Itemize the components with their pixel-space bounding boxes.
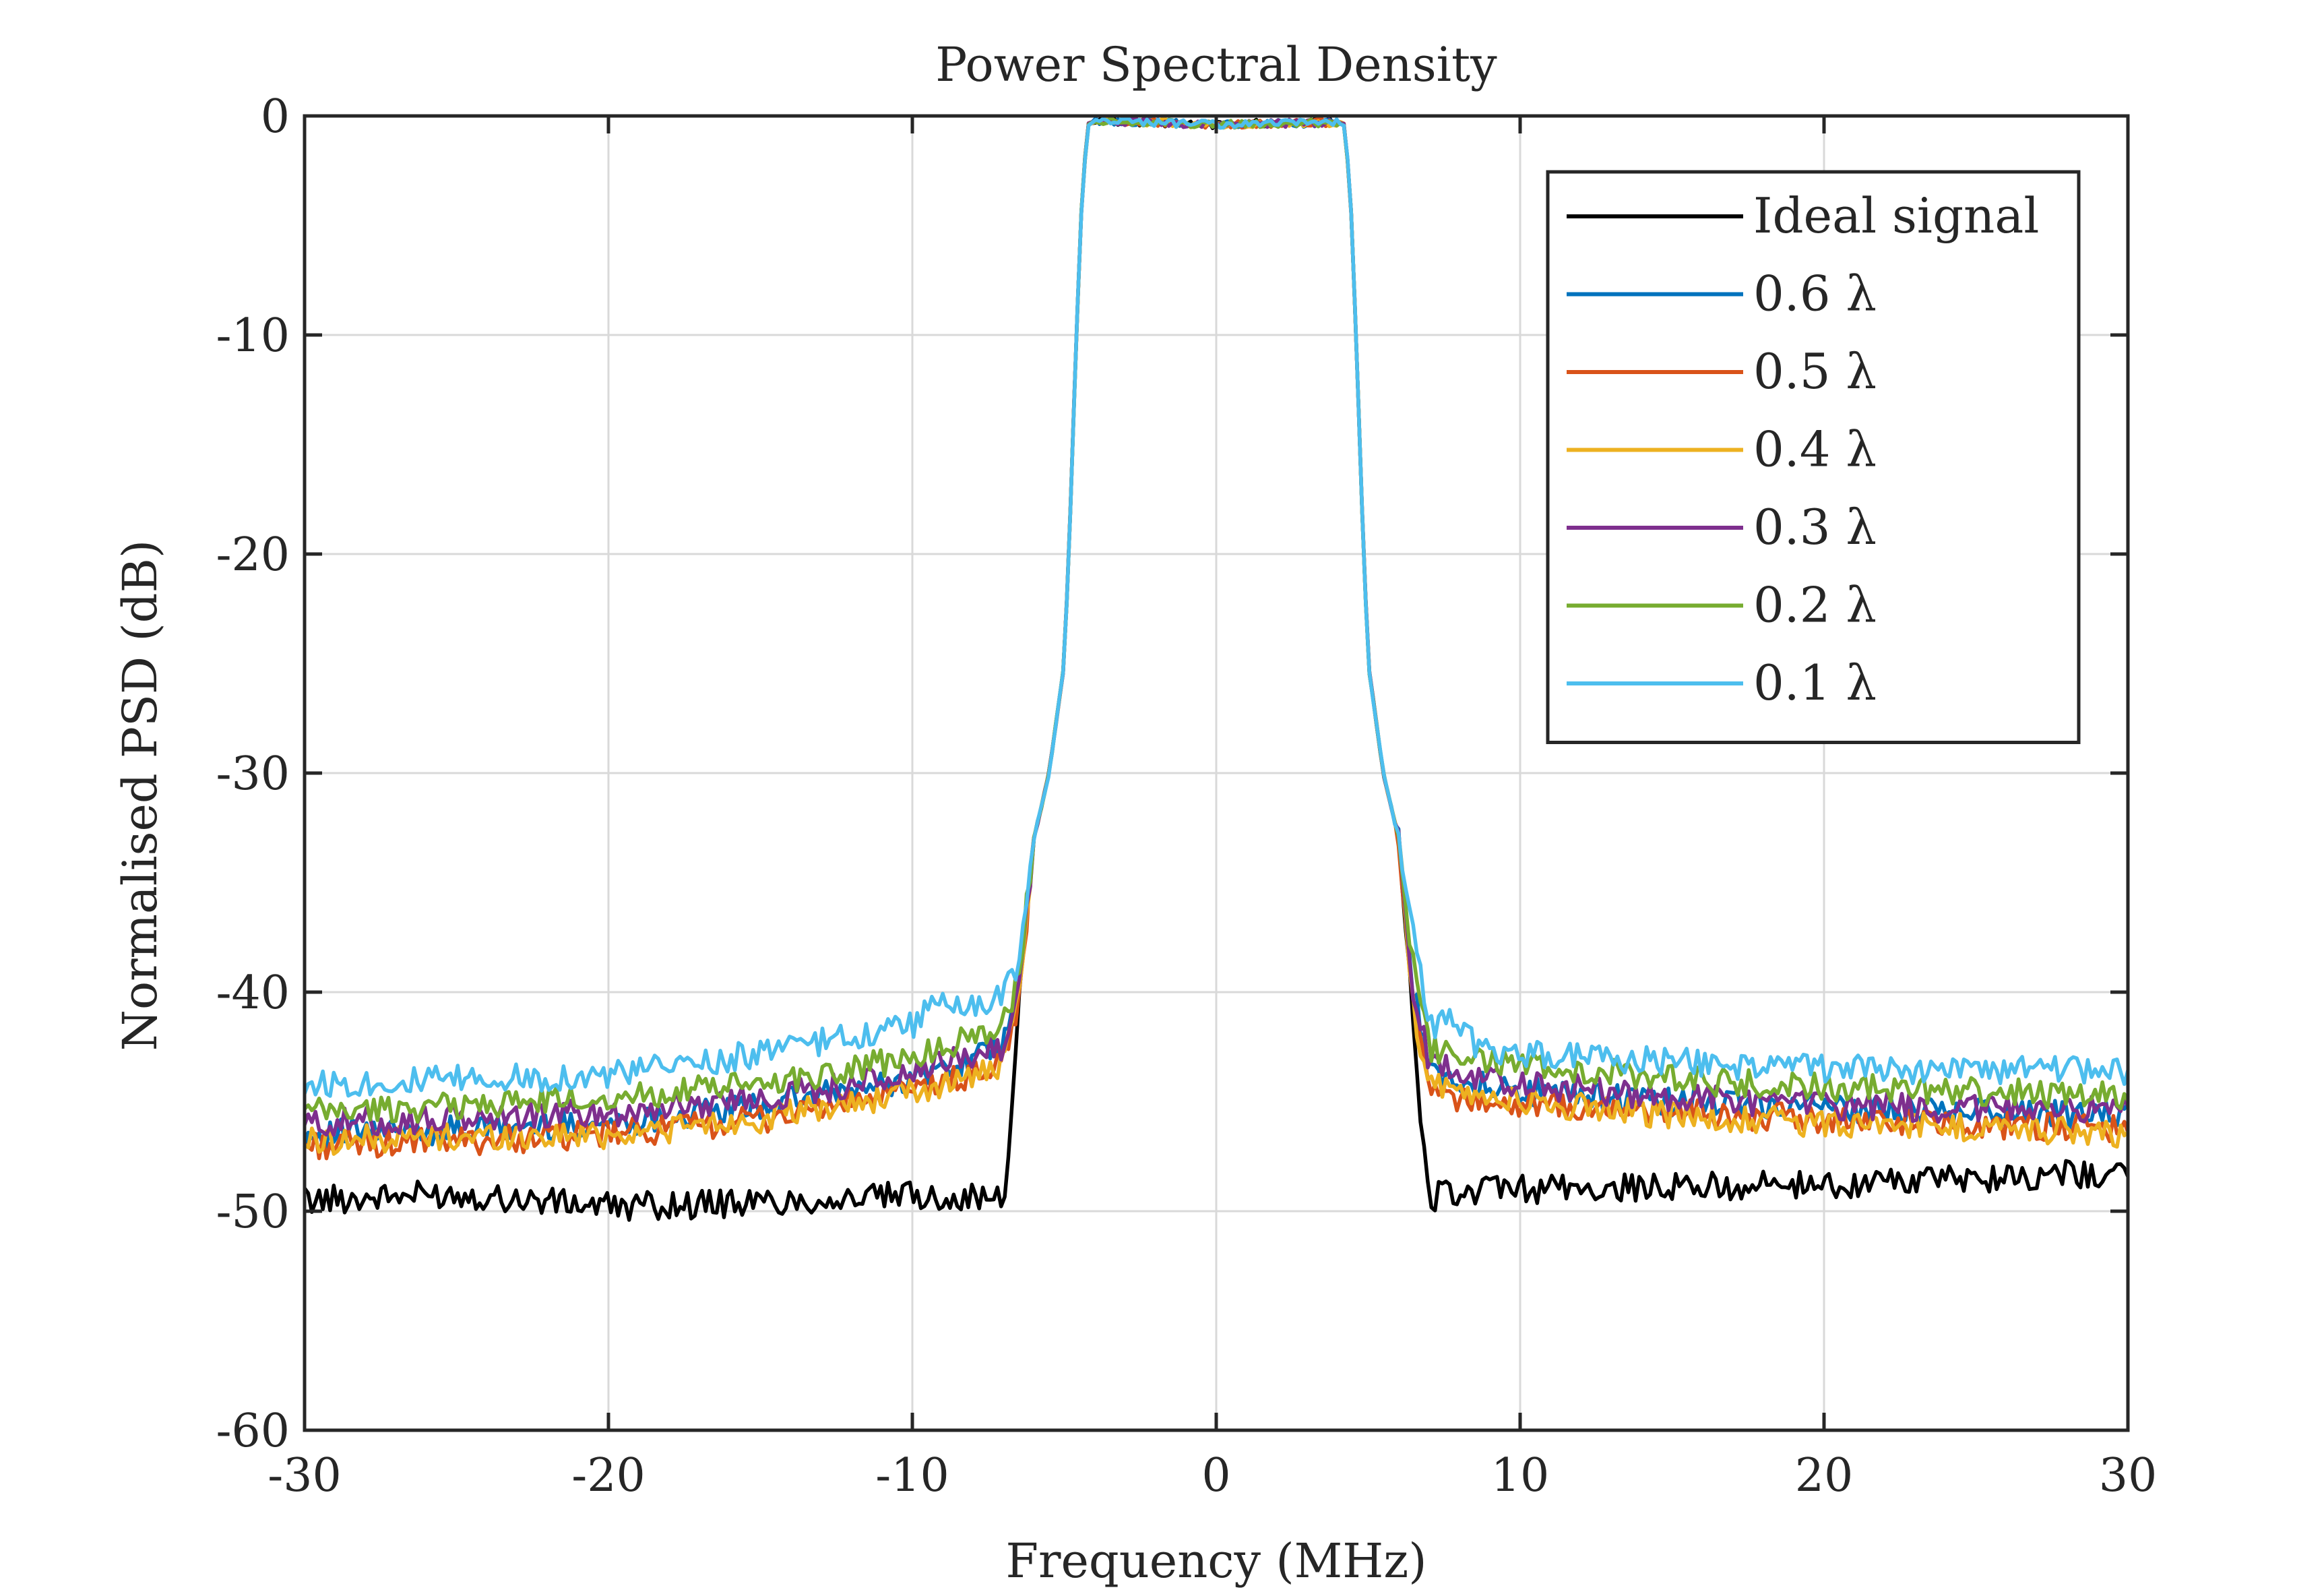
y-tick-label: -10 [216,309,290,363]
legend-label: Ideal signal [1753,187,2039,244]
y-tick-label: 0 [261,90,290,144]
y-tick-label: -20 [216,528,290,582]
chart-title: Power Spectral Density [935,37,1497,92]
y-tick-label: -40 [216,967,290,1020]
x-tick-label: -30 [268,1449,342,1502]
x-tick-label: 30 [2099,1449,2158,1502]
y-tick-label: -60 [216,1405,290,1458]
x-axis-label: Frequency (MHz) [1005,1533,1426,1589]
y-axis-label: Normalised PSD (dB) [113,540,168,1051]
legend-label: 0.2 λ [1753,577,1877,634]
y-tick-label: -30 [216,747,290,801]
legend-box [1546,170,2081,744]
x-tick-labels: -30 -20 -10 0 10 20 30 [268,1449,2157,1502]
x-tick-label: -10 [875,1449,949,1502]
tick-marks [303,114,2130,1432]
x-tick-label: 20 [1795,1449,1854,1502]
x-tick-label: 10 [1491,1449,1550,1502]
y-tick-labels: 0 -10 -20 -30 -40 -50 -60 [216,90,290,1458]
legend-items: Ideal signal 0.6 λ 0.5 λ 0.4 λ 0.3 λ 0.2 λ 0.1… [1567,187,2039,711]
x-tick-label: 0 [1201,1449,1230,1502]
y-tick-label: -50 [216,1186,290,1239]
legend-label: 0.4 λ [1753,421,1877,478]
legend-label: 0.3 λ [1753,499,1877,555]
legend: Ideal signal 0.6 λ 0.5 λ 0.4 λ 0.3 λ 0.2 λ 0.1… [1546,170,2081,744]
legend-label: 0.6 λ [1753,266,1877,322]
x-tick-label: -20 [571,1449,646,1502]
legend-label: 0.1 λ [1753,654,1877,711]
legend-label: 0.5 λ [1753,343,1877,400]
